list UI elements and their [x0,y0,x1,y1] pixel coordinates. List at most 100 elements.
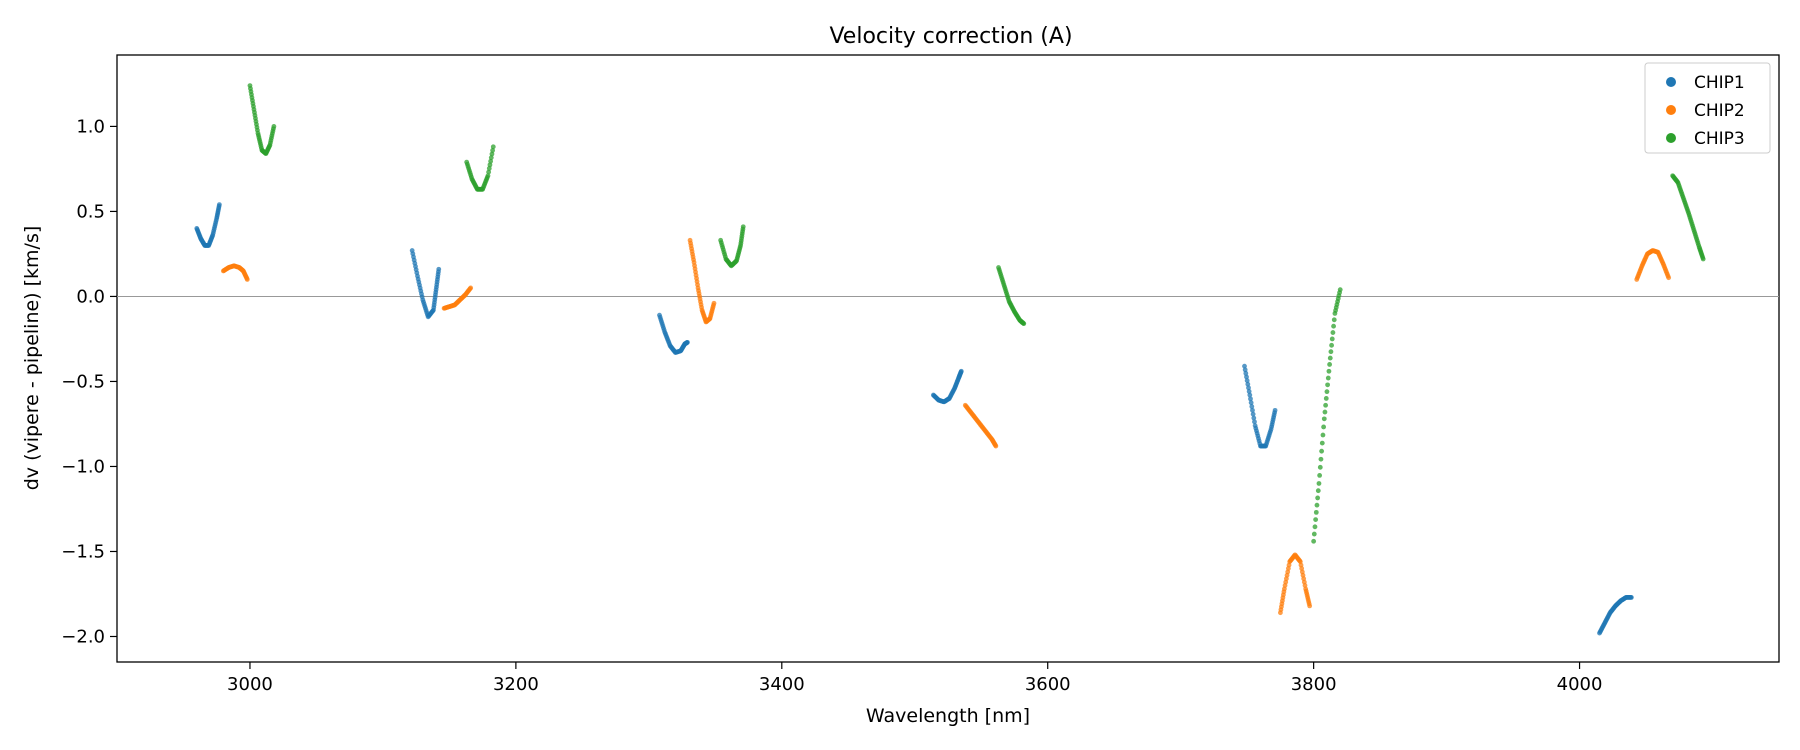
y-tick-label: −1.5 [61,541,105,562]
data-point [1320,432,1326,438]
data-point [1311,538,1317,544]
x-tick-label: 3200 [493,674,539,695]
data-point [1323,396,1329,401]
data-point [1318,456,1324,462]
data-point [1324,389,1330,395]
data-point [1319,448,1325,454]
data-point [1251,415,1257,421]
data-point [993,443,999,449]
data-point [1021,321,1027,327]
y-tick-label: −2.0 [61,626,105,647]
data-point [1244,378,1250,383]
data-point [1242,363,1247,369]
data-point [1317,464,1323,470]
data-point [1315,495,1321,501]
data-point [1272,407,1278,413]
data-point [436,266,442,272]
data-point [488,155,494,161]
data-point [1331,323,1336,329]
x-tick-label: 3000 [227,674,273,695]
series-chip1 [194,202,1634,636]
data-point [1327,355,1333,361]
data-point [1244,374,1249,380]
data-point [1666,275,1672,281]
data-point [468,285,474,291]
data-point [1313,509,1319,515]
data-point [1247,392,1253,398]
data-point [1250,411,1256,417]
data-point [1242,367,1248,373]
data-point [1246,389,1252,394]
data-point [1316,481,1322,486]
data-point [1313,517,1319,522]
data-point [1329,342,1334,348]
legend-marker-chip1 [1666,77,1676,87]
data-point [488,158,494,164]
x-tick-label: 4000 [1557,674,1603,695]
data-point [1329,336,1335,342]
data-point [1314,502,1320,508]
data-point [1629,594,1634,600]
data-point [490,148,496,153]
data-point [485,173,491,179]
data-point [1325,382,1330,388]
legend-label-chip3: CHIP3 [1694,129,1745,149]
data-point [958,368,964,374]
data-point [1245,381,1251,387]
data-point [244,277,250,282]
data-point [490,144,496,150]
data-point [1337,287,1343,293]
x-axis-label: Wavelength [nm] [866,705,1030,727]
data-point [1243,370,1249,376]
data-point [1330,330,1336,335]
y-tick-label: 0.0 [76,286,105,307]
data-point [1321,416,1327,422]
series-chip2 [220,237,1672,616]
legend-marker-chip3 [1666,133,1676,143]
data-point [1248,396,1253,402]
x-tick-label: 3400 [759,674,805,695]
data-point [740,224,746,230]
x-tick-label: 3800 [1291,674,1337,695]
data-point [1327,362,1332,367]
legend-box [1644,62,1771,154]
legend: CHIP1 CHIP2 CHIP3 [1644,62,1771,154]
data-point [1328,349,1334,355]
data-point [487,162,493,168]
data-point [1331,317,1337,323]
data-point [271,124,277,129]
data-point [1325,375,1331,381]
legend-label-chip1: CHIP1 [1694,73,1745,93]
data-point [1323,402,1329,408]
y-tick-label: −0.5 [61,371,105,392]
data-point [1307,603,1313,609]
y-axis-label: dv (vipere - pipeline) [km/s] [21,226,43,491]
plot-area [116,54,1780,663]
data-point [1319,440,1325,446]
y-tick-label: 1.0 [76,116,105,137]
data-point [711,300,717,306]
data-point [1322,409,1328,415]
y-tick-label: −1.0 [61,456,105,477]
legend-label-chip2: CHIP2 [1694,101,1745,121]
legend-marker-chip2 [1666,105,1676,115]
data-point [1321,424,1327,430]
x-tick-label: 3600 [1025,674,1071,695]
data-point [1249,404,1255,409]
data-point [1315,488,1321,494]
data-point [1312,524,1318,530]
data-point [1326,368,1332,374]
data-point [1317,472,1323,478]
data-point [1252,419,1257,425]
data-point [1250,407,1255,413]
data-point [1246,385,1251,391]
series-chip3 [247,83,1706,544]
data-point [1248,400,1254,406]
y-tick-label: 0.5 [76,201,105,222]
data-point [1311,531,1317,537]
data-point [486,166,492,171]
chart-title: Velocity correction (A) [829,24,1072,49]
data-point [216,202,222,208]
data-point [1700,256,1706,262]
